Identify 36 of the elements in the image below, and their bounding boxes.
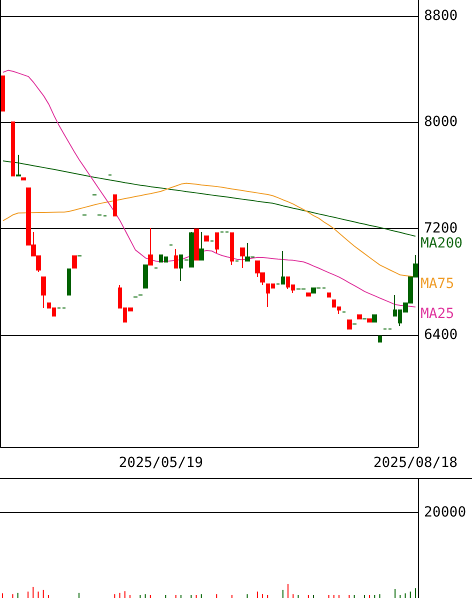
candlestick xyxy=(215,232,219,254)
candlestick xyxy=(148,228,153,266)
candlestick xyxy=(174,248,178,269)
candlestick xyxy=(378,336,382,343)
candlestick xyxy=(367,318,372,322)
candlestick xyxy=(347,319,352,330)
line-series xyxy=(2,182,416,278)
candlestick xyxy=(306,292,311,297)
candlestick xyxy=(199,232,204,261)
series-label: MA75 xyxy=(420,276,454,292)
y-tick-label: 8000 xyxy=(424,114,458,130)
candlestick xyxy=(67,268,71,296)
candlestick xyxy=(230,232,234,266)
candlestick xyxy=(41,276,46,309)
x-tick-label: 2025/05/19 xyxy=(118,455,203,471)
y-tick-label: 7200 xyxy=(424,220,458,237)
candlestick xyxy=(1,76,5,112)
candlestick xyxy=(372,314,377,322)
line-series xyxy=(2,160,416,237)
candlestick xyxy=(143,264,148,288)
candlestick xyxy=(240,247,245,269)
candlestick xyxy=(327,292,331,298)
candlestick xyxy=(194,228,199,261)
y-tick-label: 6400 xyxy=(424,326,458,343)
candlestick xyxy=(16,154,21,176)
candlestick xyxy=(113,194,117,216)
candlestick xyxy=(204,235,209,242)
y-tick-label: 20000 xyxy=(424,504,466,521)
y-tick-label: 8800 xyxy=(424,8,458,24)
candlestick xyxy=(21,177,26,180)
candlestick xyxy=(72,255,77,269)
candlestick xyxy=(357,314,362,320)
series-label: MA200 xyxy=(420,235,463,252)
x-tick-label: 2025/08/18 xyxy=(373,455,458,471)
series-label: MA25 xyxy=(420,306,454,322)
candlestick xyxy=(11,121,15,176)
